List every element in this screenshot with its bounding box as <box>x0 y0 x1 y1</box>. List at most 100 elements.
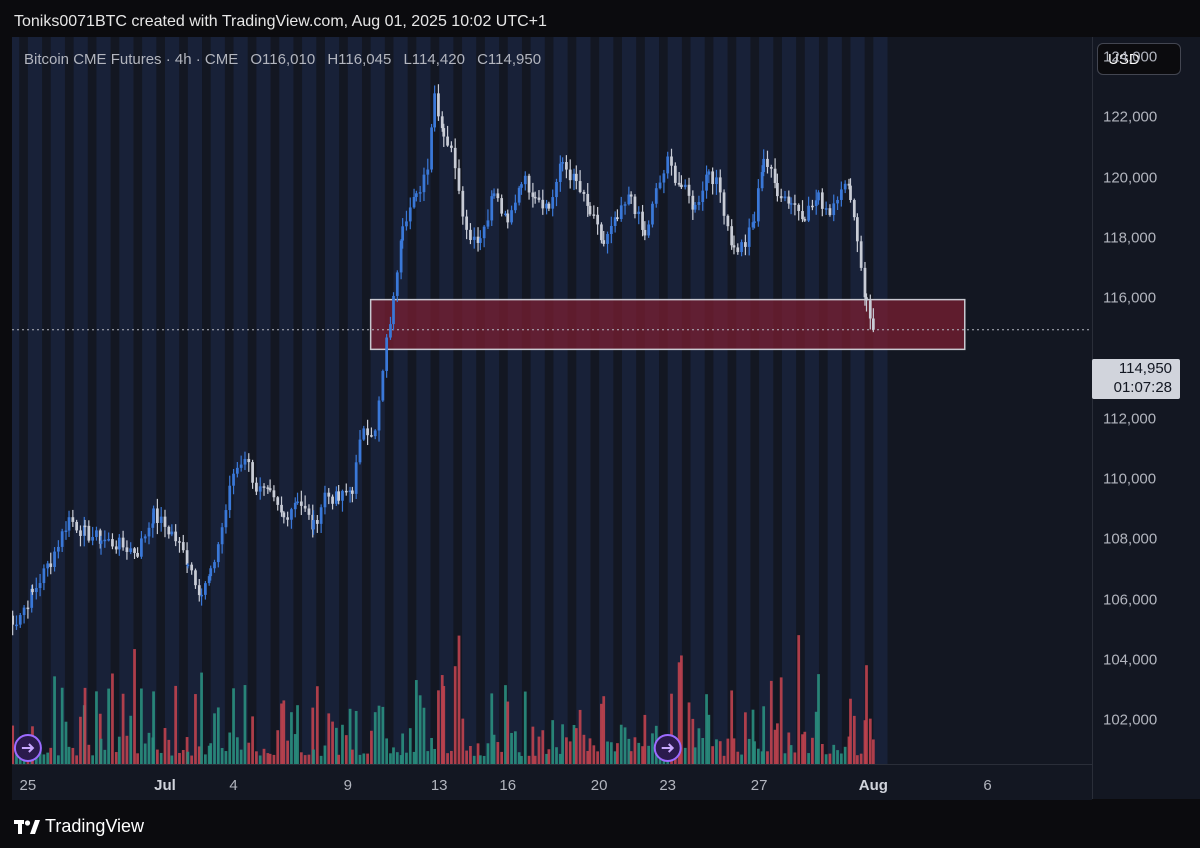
volume-bar <box>586 750 590 764</box>
volume-bar <box>303 755 307 764</box>
candle-body <box>395 272 399 296</box>
candle-body <box>140 538 143 557</box>
volume-bar <box>797 635 801 764</box>
tradingview-logo-icon <box>14 819 40 834</box>
candle-body <box>718 177 722 193</box>
candle-body <box>268 488 272 491</box>
tradingview-brand[interactable]: TradingView <box>14 816 144 837</box>
volume-bar <box>83 687 87 764</box>
candle-body <box>228 485 232 511</box>
candle-body <box>194 570 197 586</box>
volume-bar <box>787 732 791 764</box>
candle-body <box>156 508 159 523</box>
candle-body <box>762 158 766 173</box>
candle-body <box>504 213 507 216</box>
candle-body <box>358 439 362 463</box>
volume-bar <box>136 753 139 764</box>
volume-bar <box>323 745 327 764</box>
candle-body <box>203 583 207 595</box>
candle-body <box>523 175 527 185</box>
volume-bar <box>186 751 190 764</box>
candle-body <box>181 542 185 551</box>
candle-body <box>541 199 545 209</box>
candle-body <box>643 229 647 236</box>
candle-body <box>200 594 203 597</box>
session-stripe <box>73 37 88 764</box>
candle-body <box>533 196 537 199</box>
session-stripe <box>347 37 362 764</box>
candle-body <box>596 214 599 225</box>
volume-bar <box>216 707 220 764</box>
volume-bar <box>677 662 681 764</box>
currency-button[interactable]: USD <box>1097 43 1181 75</box>
volume-bar <box>143 743 147 764</box>
price-tick-label: 108,000 <box>1103 530 1158 548</box>
volume-bar <box>341 724 344 764</box>
candle-body <box>315 520 319 524</box>
candle-body <box>49 563 53 567</box>
volume-bar <box>418 695 422 764</box>
volume-bar <box>697 728 701 764</box>
chart-canvas[interactable] <box>12 37 1092 764</box>
candle-body <box>490 196 494 221</box>
candle-body <box>565 162 568 170</box>
volume-bar <box>258 755 262 764</box>
time-axis[interactable]: 25 Jul 4 9 13 16 20 23 27 Aug 6 <box>12 764 1092 800</box>
volume-bar <box>486 743 490 764</box>
candle-body <box>586 193 590 206</box>
candle-body <box>251 462 254 483</box>
candle-body <box>15 624 18 627</box>
volume-bar <box>736 751 740 764</box>
volume-bar <box>99 738 103 764</box>
volume-bar <box>307 754 311 764</box>
candle-body <box>209 568 213 577</box>
volume-bar <box>354 710 358 764</box>
event-marker-icon[interactable] <box>13 734 42 762</box>
volume-bar <box>117 736 121 764</box>
candle-body <box>344 490 348 493</box>
volume-bar <box>547 749 551 764</box>
volume-bar <box>412 751 416 764</box>
time-tick-label: Aug <box>858 777 888 794</box>
volume-bar <box>377 705 381 764</box>
chart-pane[interactable]: Bitcoin CME Futures · 4h · CME O116,010 … <box>12 37 1092 799</box>
volume-bar <box>868 718 872 764</box>
volume-bar <box>389 753 392 764</box>
candle-body <box>469 229 472 240</box>
last-price-badge: 114,950 01:07:28 <box>1092 359 1180 399</box>
volume-bar <box>687 702 691 764</box>
candle-body <box>163 516 167 527</box>
volume-bar <box>147 732 151 764</box>
event-marker-icon[interactable] <box>653 734 682 762</box>
session-stripe <box>302 37 317 764</box>
volume-bar <box>789 745 793 764</box>
candle-body <box>776 183 779 197</box>
candle-body <box>478 238 482 243</box>
candle-body <box>167 526 171 535</box>
price-tick-label: 110,000 <box>1103 470 1157 488</box>
session-stripe <box>142 37 157 764</box>
volume-bar <box>450 750 453 764</box>
candle-body <box>87 525 91 541</box>
support-zone <box>369 298 966 351</box>
candle-body <box>335 491 338 504</box>
volume-bar <box>849 698 852 764</box>
session-stripe <box>553 37 568 764</box>
candle-body <box>64 530 68 533</box>
volume-bar <box>801 734 804 764</box>
candle-body <box>373 430 377 437</box>
volume-bar <box>537 736 541 764</box>
candle-body <box>623 204 627 206</box>
volume-bar <box>235 737 239 764</box>
volume-bar <box>859 753 863 764</box>
candle-body <box>414 193 418 197</box>
volume-bar <box>71 747 75 764</box>
volume-bar <box>637 742 641 764</box>
candle-body <box>401 226 405 241</box>
volume-bar <box>433 748 437 764</box>
price-axis[interactable] <box>1092 37 1200 799</box>
volume-bar <box>871 739 875 764</box>
volume-bar <box>568 741 572 764</box>
candle-body <box>697 202 701 205</box>
session-stripe <box>462 37 477 764</box>
